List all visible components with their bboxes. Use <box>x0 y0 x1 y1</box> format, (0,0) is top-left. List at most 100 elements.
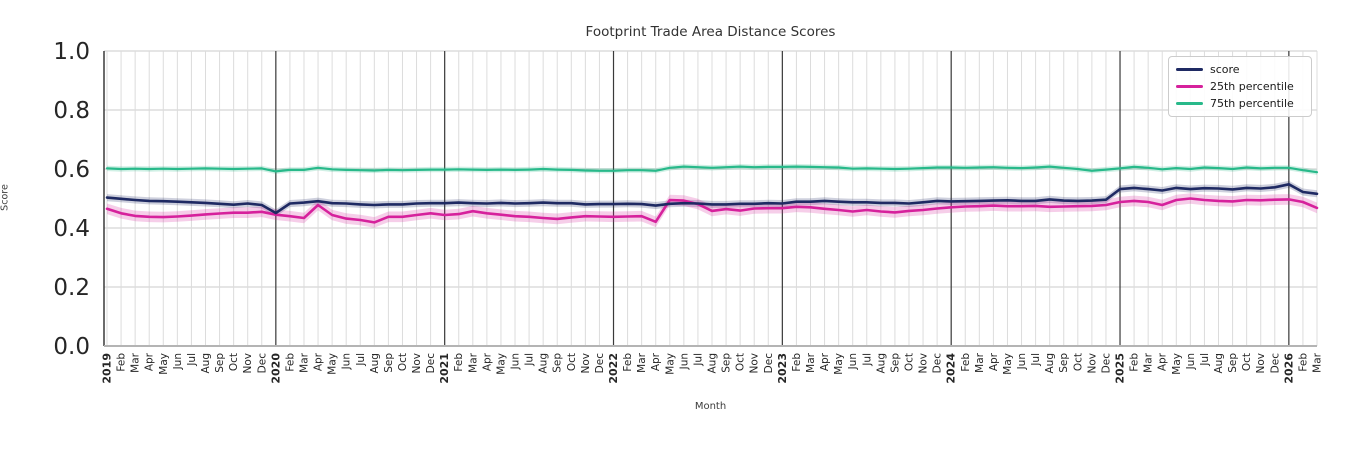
x-tick-label: Feb <box>116 353 128 372</box>
x-tick-label: Mar <box>805 352 817 372</box>
x-tick-label: 2026 <box>1282 353 1295 384</box>
x-tick-label: Mar <box>130 352 142 372</box>
x-tick-label: Sep <box>552 353 564 373</box>
legend: score 25th percentile 75th percentile <box>1168 56 1312 117</box>
x-tick-label: Oct <box>1072 353 1084 371</box>
x-tick-label: Apr <box>819 352 831 371</box>
x-tick-label: Apr <box>1157 352 1169 371</box>
x-tick-label: 2024 <box>945 353 958 384</box>
legend-label: 75th percentile <box>1210 97 1294 110</box>
legend-item: score <box>1176 63 1303 76</box>
x-tick-label: Aug <box>1213 353 1225 374</box>
x-tick-label: May <box>833 353 845 375</box>
x-tick-label: Jun <box>678 353 690 370</box>
x-tick-label: Feb <box>622 353 634 372</box>
x-tick-label: Apr <box>481 352 493 371</box>
x-tick-label: Jul <box>355 353 367 367</box>
x-tick-label: Feb <box>284 353 296 372</box>
x-tick-label: Jul <box>861 353 873 367</box>
legend-item: 75th percentile <box>1176 97 1303 110</box>
chart-title: Footprint Trade Area Distance Scores <box>585 24 836 40</box>
legend-swatch <box>1176 68 1203 71</box>
x-tick-label: Nov <box>749 353 761 374</box>
x-tick-label: May <box>1002 353 1014 375</box>
x-tick-label: Nov <box>918 353 930 374</box>
x-tick-label: Aug <box>538 353 550 374</box>
x-tick-label: Dec <box>763 353 775 374</box>
x-tick-label: May <box>1171 353 1183 375</box>
x-tick-label: Oct <box>1241 353 1253 371</box>
x-tick-label: Jul <box>1030 353 1042 367</box>
x-tick-label: Jun <box>1016 353 1028 370</box>
x-tick-label: May <box>664 353 676 375</box>
x-tick-label: Dec <box>594 353 606 374</box>
x-tick-label: Apr <box>988 352 1000 371</box>
x-tick-label: Mar <box>636 352 648 372</box>
x-tick-label: Nov <box>1086 353 1098 374</box>
x-tick-label: Sep <box>721 353 733 373</box>
x-tick-label: Nov <box>1255 353 1267 374</box>
x-tick-label: 2020 <box>269 353 282 384</box>
x-tick-label: Aug <box>707 353 719 374</box>
x-tick-label: Sep <box>1227 353 1239 373</box>
x-tick-label: Jul <box>692 353 704 367</box>
legend-item: 25th percentile <box>1176 80 1303 93</box>
x-tick-label: Apr <box>650 352 662 371</box>
x-tick-label: Aug <box>200 353 212 374</box>
x-tick-label: Aug <box>875 353 887 374</box>
x-tick-label: Oct <box>228 353 240 371</box>
x-tick-label: Apr <box>313 352 325 371</box>
x-tick-label: 2023 <box>776 353 789 384</box>
legend-swatch <box>1176 85 1203 88</box>
x-tick-label: Jun <box>172 353 184 370</box>
y-tick-label: 0.0 <box>53 334 90 360</box>
x-tick-label: 2019 <box>101 353 114 384</box>
x-tick-label: Jun <box>1185 353 1197 370</box>
x-tick-label: Oct <box>397 353 409 371</box>
series-band <box>107 180 1317 217</box>
x-tick-label: Jul <box>524 353 536 367</box>
x-tick-label: Mar <box>1143 352 1155 372</box>
x-tick-label: Feb <box>791 353 803 372</box>
x-tick-label: May <box>327 353 339 375</box>
x-tick-label: Sep <box>214 353 226 373</box>
legend-label: 25th percentile <box>1210 80 1294 93</box>
y-tick-label: 0.6 <box>53 157 90 183</box>
x-tick-label: Dec <box>1269 353 1281 374</box>
x-tick-label: Feb <box>453 353 465 372</box>
x-tick-label: Jun <box>510 353 522 370</box>
x-tick-label: Sep <box>383 353 395 373</box>
x-tick-label: Feb <box>1297 353 1309 372</box>
x-tick-label: Mar <box>1312 352 1324 372</box>
series-line-75th-percentile <box>105 165 1319 174</box>
x-tick-label: Feb <box>1129 353 1141 372</box>
x-tick-label: Dec <box>932 353 944 374</box>
x-tick-label: Nov <box>580 353 592 374</box>
series-band <box>107 164 1317 175</box>
x-tick-label: Dec <box>256 353 268 374</box>
x-tick-label: May <box>158 353 170 375</box>
x-tick-label: 2022 <box>607 353 620 384</box>
x-tick-label: Jul <box>186 353 198 367</box>
x-tick-label: Apr <box>144 352 156 371</box>
x-tick-label: Mar <box>467 352 479 372</box>
legend-swatch <box>1176 102 1203 105</box>
series-line-score <box>105 183 1319 215</box>
x-tick-label: May <box>495 353 507 375</box>
y-tick-label: 0.2 <box>53 275 90 301</box>
x-tick-label: Sep <box>1058 353 1070 373</box>
x-tick-label: 2021 <box>438 353 451 384</box>
x-tick-label: Aug <box>1044 353 1056 374</box>
x-tick-label: Jun <box>847 353 859 370</box>
x-tick-label: Feb <box>960 353 972 372</box>
x-tick-label: Oct <box>903 353 915 371</box>
series-line-25th-percentile <box>105 197 1319 224</box>
x-tick-label: Oct <box>566 353 578 371</box>
x-tick-label: 2025 <box>1114 353 1127 384</box>
x-tick-label: Jun <box>341 353 353 370</box>
y-axis-label: Score <box>0 184 11 211</box>
x-tick-label: Jul <box>1199 353 1211 367</box>
x-tick-label: Nov <box>411 353 423 374</box>
